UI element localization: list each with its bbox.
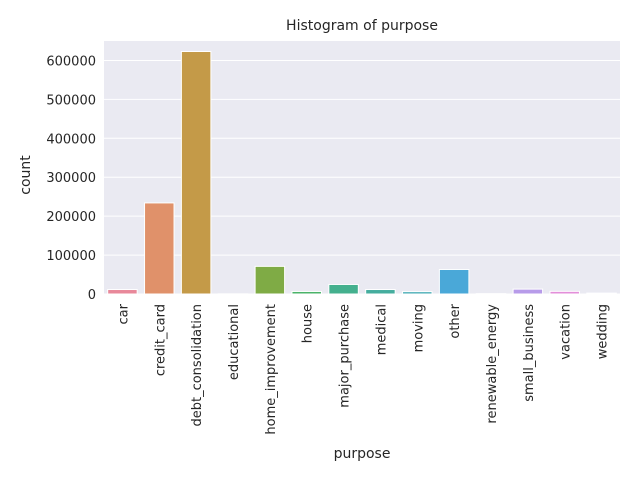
y-tick-label: 0: [88, 288, 96, 303]
y-axis-ticks: 0 100000 200000 300000 400000 500000 600000: [46, 54, 96, 303]
bar-house: [291, 290, 322, 295]
bar-vacation: [549, 290, 580, 295]
y-tick-label: 200000: [46, 210, 96, 225]
x-tick-label: house: [301, 304, 316, 343]
bar-major_purchase: [328, 283, 359, 295]
x-tick-label: debt_consolidation: [190, 304, 205, 427]
bar-moving: [402, 291, 433, 295]
x-tick-label: medical: [374, 304, 389, 355]
bar-medical: [365, 289, 396, 295]
y-tick-label: 300000: [46, 171, 96, 186]
x-tick-label: home_improvement: [264, 304, 279, 435]
x-axis-label: purpose: [334, 446, 391, 462]
chart-title: Histogram of purpose: [286, 18, 438, 34]
x-tick-label: wedding: [596, 304, 611, 359]
bars: [107, 51, 617, 295]
x-tick-label: major_purchase: [338, 304, 353, 408]
y-tick-label: 600000: [46, 54, 96, 69]
x-tick-label: credit_card: [153, 304, 168, 376]
x-tick-label: renewable_energy: [485, 304, 500, 424]
y-tick-label: 400000: [46, 132, 96, 147]
x-tick-label: other: [448, 303, 463, 338]
x-tick-label: small_business: [522, 304, 537, 402]
x-axis-ticks: car credit_card debt_consolidation educatio…: [116, 303, 610, 434]
x-tick-label: car: [116, 303, 131, 324]
x-tick-label: vacation: [559, 304, 574, 360]
y-tick-label: 100000: [46, 249, 96, 264]
y-tick-label: 500000: [46, 93, 96, 108]
bar-other: [438, 268, 470, 295]
x-tick-label: moving: [411, 304, 426, 352]
x-tick-label: educational: [227, 304, 242, 380]
bar-small_business: [512, 288, 544, 295]
bar-car: [107, 289, 138, 295]
bar-wedding: [586, 292, 617, 295]
bar-home_improvement: [254, 265, 286, 295]
y-axis-label: count: [18, 155, 34, 195]
bar-credit_card: [144, 202, 175, 295]
bar-debt_consolidation: [180, 51, 212, 295]
